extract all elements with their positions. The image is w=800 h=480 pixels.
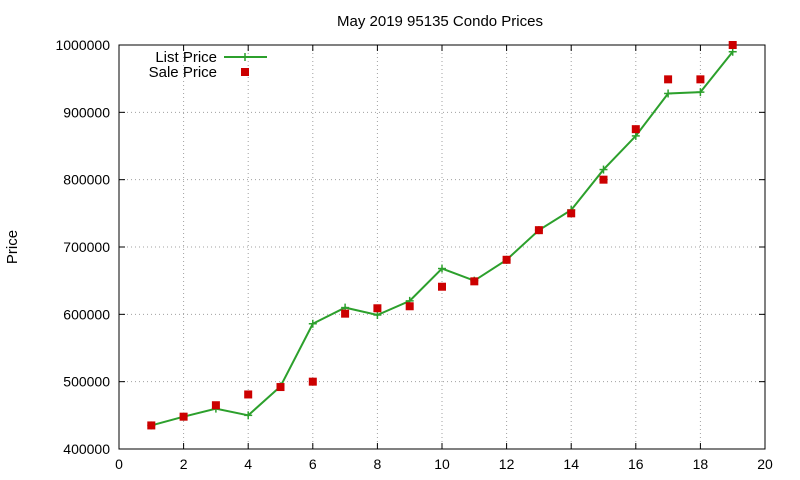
series-layer — [147, 41, 737, 430]
list-price-point — [696, 88, 705, 97]
sale-price-point — [308, 377, 317, 386]
sale-price-point — [567, 209, 576, 218]
list-price-point — [664, 89, 673, 98]
chart-title: May 2019 95135 Condo Prices — [337, 13, 543, 30]
sale-price-point — [631, 125, 640, 134]
x-tick-label: 4 — [244, 456, 252, 472]
sale-price-point — [147, 421, 156, 430]
x-tick-label: 14 — [563, 456, 579, 472]
list-price-point — [728, 47, 737, 56]
sale-price-point — [373, 304, 382, 313]
list-price-point — [599, 165, 608, 174]
legend-square-marker — [241, 68, 249, 76]
legend-plus-marker — [241, 53, 249, 61]
x-tick-label: 2 — [180, 456, 188, 472]
list-price-point — [244, 411, 253, 420]
sale-price-point — [211, 401, 220, 410]
y-tick-label: 600000 — [63, 306, 110, 322]
y-tick-label: 900000 — [63, 104, 110, 120]
list-price-point — [438, 264, 446, 273]
x-tick-label: 18 — [693, 456, 709, 472]
x-tick-label: 20 — [757, 456, 773, 472]
sale-price-point — [341, 309, 350, 318]
x-tick-label: 10 — [434, 456, 450, 472]
x-tick-label: 12 — [499, 456, 515, 472]
sale-price-point — [470, 277, 479, 286]
sale-price-point — [599, 175, 608, 184]
list-price-point — [308, 319, 317, 328]
sale-price-point — [728, 41, 737, 49]
axis-ticks: 0 2 4 6 8 10 12 14 16 18 20 400000 500000 600000 70000… — [55, 37, 773, 472]
y-tick-label: 700000 — [63, 239, 110, 255]
sale-price-point — [244, 390, 253, 399]
x-tick-label: 8 — [374, 456, 382, 472]
sale-price-point — [502, 255, 511, 264]
y-tick-label: 400000 — [63, 441, 110, 457]
x-tick-label: 6 — [309, 456, 317, 472]
sale-price-point — [438, 282, 446, 291]
grid — [119, 45, 765, 449]
sale-price-point — [696, 75, 705, 84]
list-price-point — [373, 311, 382, 320]
sale-price-point — [534, 226, 543, 235]
legend-label: List Price — [155, 49, 217, 66]
y-axis-label: Price — [4, 230, 21, 264]
y-tick-label: 1000000 — [55, 37, 110, 53]
y-tick-label: 500000 — [63, 374, 110, 390]
x-tick-label: 16 — [628, 456, 644, 472]
sale-price-point — [664, 75, 673, 84]
y-tick-label: 800000 — [63, 172, 110, 188]
x-tick-label: 0 — [115, 456, 123, 472]
list-price-point — [631, 131, 640, 140]
sale-price-point — [405, 302, 414, 311]
sale-price-point — [276, 383, 285, 392]
sale-price-point — [179, 412, 188, 421]
legend-label: Sale Price — [149, 64, 217, 81]
